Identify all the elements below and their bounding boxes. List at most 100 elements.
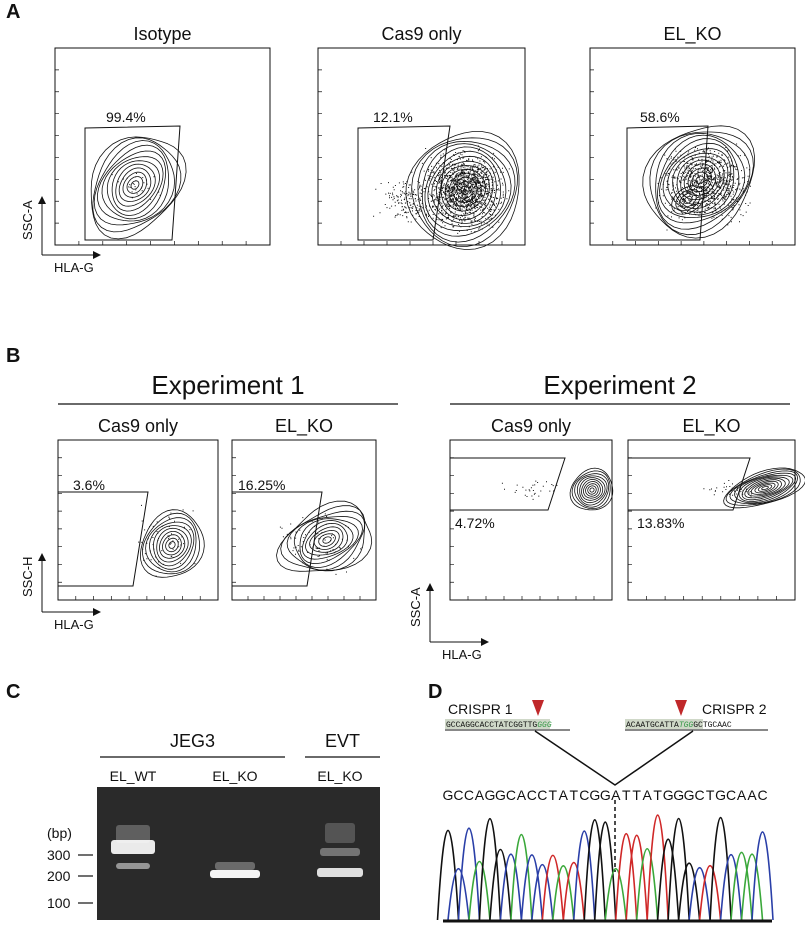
base: T [570, 787, 579, 803]
contour [657, 134, 746, 224]
contour [576, 475, 608, 506]
contour [448, 172, 482, 208]
contour [106, 156, 164, 216]
base: G [495, 787, 506, 803]
trace-peak [436, 829, 460, 921]
contour [304, 522, 349, 556]
trace-peak [719, 853, 743, 921]
contour [152, 525, 192, 567]
y-axis-label: SSC-A [408, 587, 423, 627]
contour [145, 517, 197, 573]
base: G [684, 787, 695, 803]
plot-frame [449, 439, 613, 601]
contour [734, 472, 797, 504]
y-axis-label: SSC-A [20, 200, 35, 240]
guide-box [625, 719, 703, 729]
contour [680, 159, 721, 201]
base: A [475, 787, 485, 803]
seq: ACAATGCATTA [626, 721, 679, 730]
gate-value: 13.83% [637, 515, 684, 531]
guide-seq: GCCAGGCACCTATCGGTTGGGG [446, 721, 552, 730]
x-axis-label: HLA-G [54, 260, 94, 275]
axis-ticks [55, 69, 247, 245]
axis-ticks [58, 457, 201, 600]
contour [115, 163, 156, 207]
gate-value: 99.4% [106, 109, 146, 125]
contour [444, 168, 486, 212]
contour [424, 146, 507, 232]
contour [679, 192, 697, 208]
contour [683, 163, 717, 196]
panel-label: B [6, 345, 20, 367]
trace-peak [656, 838, 680, 921]
contour [421, 143, 512, 237]
band [116, 863, 150, 869]
contour [672, 152, 729, 209]
contour [130, 180, 140, 190]
base: C [695, 787, 705, 803]
axis-ticks [590, 69, 773, 245]
experiment-title: Experiment 2 [543, 370, 696, 400]
axis-ticks [318, 69, 503, 245]
content: Isotype 99.4% Cas9 only 12.1% EL_KO 58.6% SSC-… [20, 24, 805, 923]
contour [149, 521, 195, 570]
base: T [622, 787, 631, 803]
plot-title: EL_KO [663, 24, 721, 45]
contour [741, 476, 790, 501]
trace-peak [457, 827, 481, 921]
trace-peak [531, 864, 554, 921]
trace-peak [698, 865, 722, 921]
contour [589, 487, 595, 493]
contour [139, 509, 205, 578]
contour [676, 156, 725, 205]
contour [750, 480, 779, 495]
base: A [643, 787, 653, 803]
contour [417, 140, 516, 243]
contour [683, 196, 693, 204]
contour [118, 167, 152, 202]
contour [659, 138, 740, 219]
contour [405, 131, 520, 251]
trace-peak [677, 862, 701, 921]
contour [93, 140, 176, 226]
panel-label: A [6, 1, 20, 23]
plot-frame [54, 47, 271, 246]
plot-title: Cas9 only [98, 416, 178, 436]
trace-peak [740, 853, 764, 921]
contour [649, 131, 754, 236]
contour [313, 529, 340, 551]
guide-name: CRISPR 1 [448, 701, 513, 717]
axis-ticks [232, 457, 361, 600]
contour [165, 537, 179, 553]
junction [534, 730, 694, 786]
base: A [737, 787, 747, 803]
trace-peak [573, 830, 596, 921]
gate [626, 125, 709, 241]
trace-peak [552, 865, 575, 921]
base: G [600, 787, 611, 803]
contour [754, 482, 776, 494]
gate [449, 457, 566, 511]
trace-peak [510, 833, 533, 921]
contour [156, 527, 189, 563]
contour [299, 518, 359, 565]
contour [122, 171, 148, 198]
contour [744, 477, 786, 499]
lane-label: EL_KO [317, 768, 362, 784]
base: A [611, 787, 621, 803]
contour [587, 485, 597, 495]
contour [571, 470, 611, 510]
plot-title: Cas9 only [381, 24, 461, 44]
contour [280, 505, 366, 572]
guide-seq: ACAATGCATTATGGGCTGCAAC [626, 721, 732, 730]
band [325, 823, 355, 843]
trace-peak [709, 817, 732, 921]
gate-value: 4.72% [455, 515, 495, 531]
seq: GCTGCAAC [693, 721, 732, 730]
contour [431, 155, 497, 224]
contour [574, 473, 610, 508]
contour [460, 185, 470, 195]
contour [583, 481, 601, 499]
trace-peak [751, 831, 774, 921]
